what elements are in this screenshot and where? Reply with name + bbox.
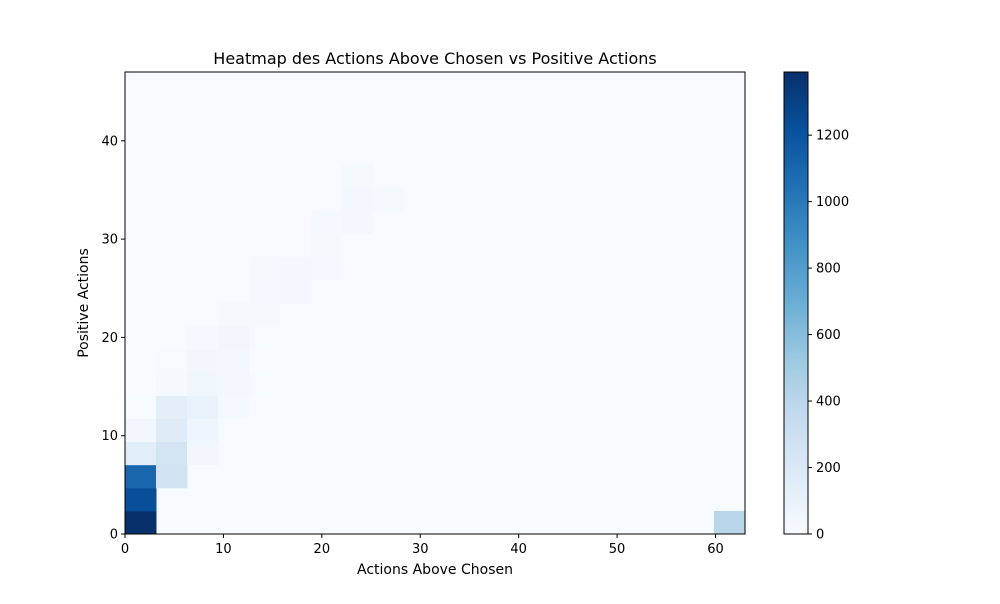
y-axis-label: Positive Actions <box>76 248 92 358</box>
heatmap-cell <box>187 441 219 466</box>
y-axis-ticks: 0 10 20 30 40 <box>101 134 125 543</box>
x-tick-label: 20 <box>314 542 331 557</box>
heatmap-cell <box>125 418 157 443</box>
heatmap-cell <box>311 233 343 258</box>
colorbar <box>783 71 809 535</box>
y-tick-label: 0 <box>110 528 118 543</box>
heatmap-cell <box>218 395 250 419</box>
heatmap-cell <box>125 395 157 419</box>
heatmap-cell <box>280 279 312 304</box>
x-tick-label: 60 <box>707 542 724 557</box>
heatmap-cell <box>373 187 405 212</box>
heatmap-cell <box>218 372 250 396</box>
heatmap-cell <box>125 510 157 535</box>
x-axis-ticks: 0 10 20 30 40 50 60 <box>121 534 724 557</box>
heatmap-cell <box>342 187 374 212</box>
colorbar-tick-label: 400 <box>816 395 841 410</box>
heatmap-cell <box>156 418 188 443</box>
heatmap-cell <box>249 256 281 281</box>
heatmap-cell <box>342 164 374 188</box>
colorbar-tick-label: 0 <box>816 528 824 543</box>
x-axis-label: Actions Above Chosen <box>357 562 513 578</box>
heatmap-cell <box>218 326 250 350</box>
heatmap-cells <box>125 72 746 535</box>
heatmap-cell <box>125 487 157 512</box>
heatmap-cell <box>187 326 219 350</box>
x-tick-label: 30 <box>412 542 429 557</box>
y-tick-label: 20 <box>101 331 118 346</box>
plot-frame <box>124 71 746 535</box>
colorbar-tick-label: 600 <box>816 328 841 343</box>
colorbar-tick-label: 1200 <box>816 129 849 144</box>
heatmap-cell <box>156 441 188 466</box>
heatmap-cell <box>249 372 281 396</box>
y-tick-label: 10 <box>101 429 118 444</box>
heatmap-cell <box>249 303 281 327</box>
heatmap-cell <box>218 303 250 327</box>
x-tick-label: 0 <box>121 542 129 557</box>
heatmap-cell <box>187 418 219 443</box>
heatmap-cell <box>342 210 374 235</box>
x-tick-label: 40 <box>510 542 527 557</box>
heatmap-cell <box>218 349 250 373</box>
heatmap-cell <box>187 372 219 396</box>
heatmap-cell <box>125 464 157 489</box>
heatmap-cell <box>311 210 343 235</box>
colorbar-tick-label: 800 <box>816 262 841 277</box>
y-tick-label: 40 <box>101 134 118 149</box>
colorbar-ticks: 0 200 400 600 800 1000 1200 <box>808 129 849 543</box>
heatmap-cell <box>187 349 219 373</box>
colorbar-tick-label: 1000 <box>816 195 849 210</box>
heatmap-cell <box>156 395 188 419</box>
heatmap-cell <box>280 256 312 281</box>
heatmap-cell <box>714 510 746 535</box>
x-tick-label: 50 <box>609 542 626 557</box>
heatmap-cell <box>187 395 219 419</box>
heatmap-cell <box>249 279 281 304</box>
y-tick-label: 30 <box>101 233 118 248</box>
heatmap-cell <box>311 256 343 281</box>
heatmap-cell <box>156 464 188 489</box>
heatmap-cell <box>156 372 188 396</box>
heatmap-cell <box>249 326 281 350</box>
heatmap-cell <box>280 303 312 327</box>
heatmap-cell <box>125 441 157 466</box>
chart-title: Heatmap des Actions Above Chosen vs Posi… <box>213 49 656 68</box>
heatmap-cell <box>156 349 188 373</box>
colorbar-tick-label: 200 <box>816 461 841 476</box>
x-tick-label: 10 <box>215 542 232 557</box>
